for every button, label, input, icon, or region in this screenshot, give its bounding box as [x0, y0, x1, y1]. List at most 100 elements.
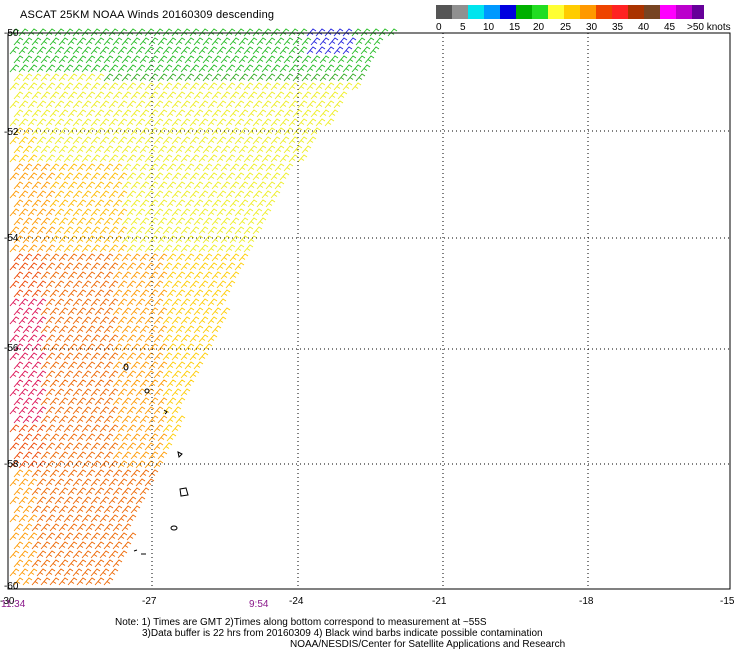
wind-barb	[130, 199, 141, 208]
wind-barb	[76, 217, 87, 226]
wind-barb	[72, 442, 83, 451]
wind-barb	[166, 181, 177, 190]
wind-barb	[328, 73, 339, 82]
wind-barb	[18, 118, 29, 127]
wind-barb	[54, 298, 65, 307]
wind-barb	[180, 226, 191, 235]
wind-barb	[13, 433, 24, 442]
wind-barb	[121, 109, 132, 118]
wind-barb	[157, 145, 168, 154]
wind-barb	[103, 559, 114, 568]
wind-barb	[85, 163, 96, 172]
wind-barb	[139, 109, 150, 118]
wind-barb	[130, 433, 141, 442]
wind-barb	[175, 379, 186, 388]
wind-barb	[279, 100, 290, 109]
wind-barb	[9, 262, 20, 271]
wind-barb	[148, 163, 159, 172]
wind-barb	[279, 154, 290, 163]
wind-barb	[220, 199, 231, 208]
wind-barb	[108, 316, 119, 325]
wind-barb	[36, 226, 47, 235]
wind-barb	[9, 82, 20, 91]
wind-barb	[157, 91, 168, 100]
wind-barb	[162, 424, 173, 433]
wind-barb	[247, 55, 258, 64]
wind-barb	[90, 388, 101, 397]
wind-barb	[180, 154, 191, 163]
wind-barb	[306, 46, 317, 55]
island-outline	[163, 409, 168, 415]
wind-barb	[319, 109, 330, 118]
wind-barb	[67, 181, 78, 190]
wind-barb	[76, 37, 87, 46]
wind-barb	[180, 46, 191, 55]
wind-barb	[117, 82, 128, 91]
wind-barb	[117, 262, 128, 271]
wind-barb	[247, 217, 258, 226]
wind-barb	[202, 253, 213, 262]
wind-barb	[310, 37, 321, 46]
wind-barb	[108, 388, 119, 397]
wind-barb	[180, 352, 191, 361]
wind-barb	[162, 406, 173, 415]
wind-barb	[13, 541, 24, 550]
wind-barb	[31, 289, 42, 298]
wind-barb	[22, 379, 33, 388]
wind-barb	[189, 154, 200, 163]
wind-barb	[27, 118, 38, 127]
wind-barb	[27, 442, 38, 451]
wind-barb	[76, 451, 87, 460]
wind-barb	[36, 154, 47, 163]
wind-barb	[108, 172, 119, 181]
wind-barb	[238, 127, 249, 136]
wind-barb	[112, 559, 123, 568]
wind-barb	[274, 145, 285, 154]
wind-barb	[180, 280, 191, 289]
wind-barb	[81, 226, 92, 235]
wind-barb	[58, 307, 69, 316]
wind-barb	[108, 118, 119, 127]
wind-barb	[103, 433, 114, 442]
wind-barb	[117, 406, 128, 415]
wind-barb	[139, 487, 150, 496]
wind-barb	[13, 109, 24, 118]
wind-barb	[130, 217, 141, 226]
wind-barb	[40, 523, 51, 532]
wind-barb	[117, 298, 128, 307]
wind-barb	[67, 163, 78, 172]
wind-barb	[31, 325, 42, 334]
wind-barb	[18, 136, 29, 145]
wind-barb	[157, 379, 168, 388]
wind-barb	[324, 82, 335, 91]
wind-barb	[162, 442, 173, 451]
wind-barb	[121, 37, 132, 46]
wind-barb	[292, 145, 303, 154]
wind-barb	[81, 298, 92, 307]
wind-barb	[193, 73, 204, 82]
wind-barb	[94, 397, 105, 406]
wind-barb	[63, 46, 74, 55]
wind-barb	[265, 55, 276, 64]
wind-barb	[139, 163, 150, 172]
wind-barb	[148, 379, 159, 388]
wind-barb	[27, 154, 38, 163]
wind-barb	[103, 343, 114, 352]
wind-barb	[351, 46, 362, 55]
wind-barb	[202, 217, 213, 226]
wind-barb	[67, 451, 78, 460]
wind-barb	[108, 64, 119, 73]
wind-barb	[288, 136, 299, 145]
wind-barb	[76, 163, 87, 172]
wind-barb	[166, 253, 177, 262]
wind-barb	[27, 136, 38, 145]
wind-barb	[225, 64, 236, 73]
wind-barb	[18, 568, 29, 577]
wind-barb	[36, 388, 47, 397]
wind-barb	[36, 136, 47, 145]
wind-barb	[180, 208, 191, 217]
wind-barb	[94, 469, 105, 478]
wind-barb	[54, 550, 65, 559]
wind-barb	[189, 82, 200, 91]
wind-barb	[130, 253, 141, 262]
